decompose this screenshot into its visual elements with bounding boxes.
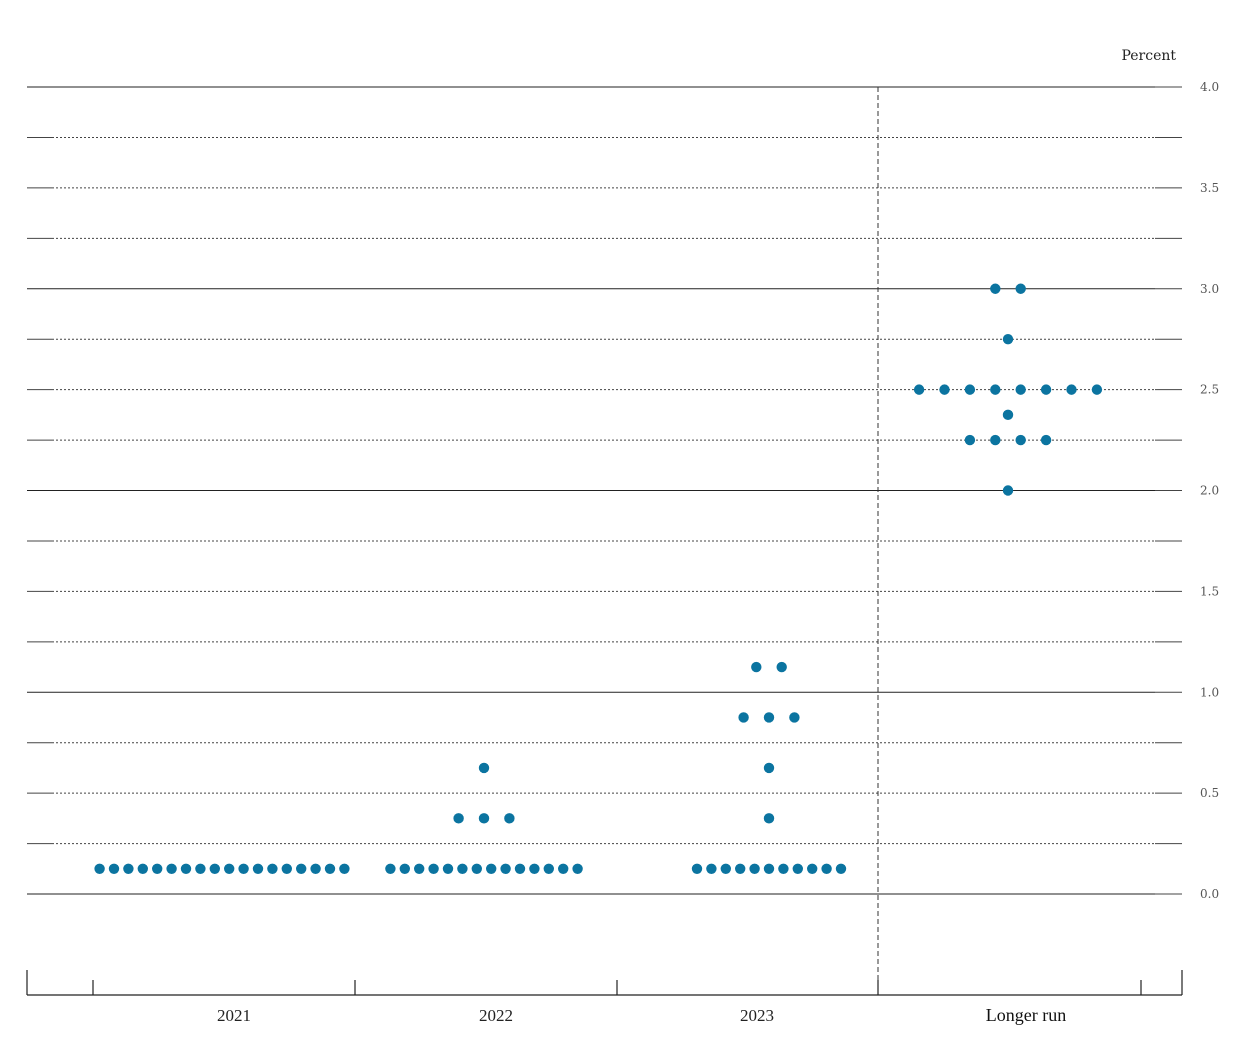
data-dot [1040,384,1052,395]
data-dot [442,863,454,874]
data-dot [789,712,800,723]
data-dot [108,863,120,874]
data-dot [1002,333,1014,345]
data-dot [964,384,976,395]
data-dot [152,863,163,874]
data-dot [94,863,105,874]
data-dot [776,661,787,673]
data-dot [428,863,439,874]
data-dot [414,863,425,874]
x-axis-category-label: 2022 [479,1006,513,1025]
data-dot [399,863,410,874]
data-dot [514,863,526,874]
x-axis-category-label: 2023 [740,1006,774,1025]
data-dot [763,813,775,824]
data-dot [324,863,336,874]
x-axis-category-label: 2021 [217,1006,251,1025]
y-axis-tick-label: 3.5 [1200,181,1219,195]
data-dot [792,863,803,874]
x-axis-category-labels: 2021 2022 2023 Longer run [217,1005,1066,1025]
data-dot [1040,434,1052,446]
data-dot [558,863,569,874]
y-axis-tick-label: 0.0 [1200,887,1219,901]
data-dot [835,863,847,874]
y-axis-tick-label: 2.5 [1200,383,1219,397]
data-dot [990,384,1001,395]
data-dot [821,863,832,874]
data-dot [504,813,515,824]
data-dot [267,863,278,874]
data-dot [296,863,307,874]
y-axis-tick-label: 3.0 [1200,282,1219,296]
data-dot [529,863,540,874]
y-axis-unit-label: Percent [1121,48,1176,64]
data-dot [1002,409,1014,421]
y-axis-tick-label: 0.5 [1200,786,1219,800]
data-dot [238,863,249,874]
data-dot [224,863,235,874]
gridlines [27,86,1155,895]
y-axis-tick-label: 4.0 [1200,80,1219,94]
data-dot [209,863,220,874]
data-dot [478,813,490,824]
data-dot [1091,384,1103,395]
data-dot [720,863,731,874]
data-dot [735,863,746,874]
data-dot [778,863,789,874]
data-dot [939,384,950,395]
data-dot [385,863,396,874]
data-dot [123,863,134,874]
y-axis-tick-label: 2.0 [1200,484,1219,498]
data-dot [913,384,925,395]
data-dot [486,863,497,874]
data-dot [457,863,468,874]
data-dot [310,863,321,874]
data-dot [339,863,350,874]
data-dot [738,712,749,723]
data-dot [1015,434,1026,446]
data-dot [252,863,264,874]
data-dot [763,863,775,874]
data-dot [137,863,148,874]
data-dot [1066,384,1077,395]
x-axis-category-label: Longer run [986,1005,1066,1025]
data-dot [763,712,775,723]
y-axis-tick-label: 1.0 [1200,685,1219,699]
data-dot [751,661,762,673]
data-dot [691,863,703,874]
dot-series [94,283,1103,874]
data-dot [543,863,554,874]
data-dot [1015,283,1026,294]
data-dot [964,434,976,446]
data-dot [453,813,464,824]
data-dot [1002,485,1014,496]
data-dot [572,863,583,874]
data-dot [471,863,482,874]
data-dot [180,863,192,874]
data-dot [990,283,1001,294]
data-dot [281,863,292,874]
y-axis-tick-label: 1.5 [1200,584,1219,598]
data-dot [166,863,177,874]
data-dot [1015,384,1026,395]
data-dot [478,762,490,774]
data-dot [749,863,760,874]
data-dot [706,863,717,874]
data-dot [807,863,818,874]
axes [26,86,1183,996]
y-axis-tick-labels: 4.0 3.5 3.0 2.5 2.0 1.5 1.0 0.5 0.0 [1200,80,1219,901]
data-dot [990,434,1001,446]
data-dot [195,863,206,874]
data-dot [500,863,511,874]
data-dot [763,762,775,774]
